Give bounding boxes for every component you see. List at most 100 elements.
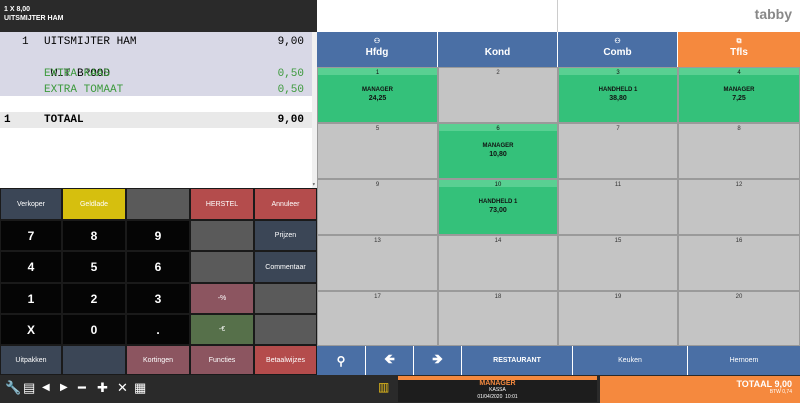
- receipt-scrollbar[interactable]: [312, 32, 317, 188]
- digit-4-key[interactable]: 4: [0, 251, 62, 283]
- betaalwijzes-button[interactable]: Betaalwijzes: [254, 345, 317, 375]
- people-icon: ⚇: [373, 38, 381, 45]
- receipt-panel[interactable]: 1 UITSMIJTER HAM 9,00 WIT BROOD EXTRA KA…: [0, 32, 317, 188]
- table-4[interactable]: 4 MANAGER 7,25: [678, 67, 800, 123]
- digit-7-key[interactable]: 7: [0, 220, 62, 251]
- next-button[interactable]: 🡺: [414, 346, 462, 375]
- tab-hfdg[interactable]: ⚇ Hfdg: [317, 32, 438, 67]
- table-6[interactable]: 6 MANAGER 10,80: [438, 123, 558, 179]
- line-text: EXTRA KAAS: [44, 68, 111, 80]
- empty-key: [254, 314, 317, 345]
- digit-1-key[interactable]: 1: [0, 283, 62, 314]
- people-icon: ⚇: [614, 38, 621, 45]
- digit-2-key[interactable]: 2: [62, 283, 126, 314]
- plus-icon[interactable]: ✚: [97, 380, 108, 395]
- line-qty: 1: [22, 36, 29, 48]
- table-9[interactable]: 9: [317, 179, 438, 235]
- table-20[interactable]: 20: [678, 291, 800, 346]
- table-18[interactable]: 18: [438, 291, 558, 346]
- previous-button[interactable]: 🡸: [366, 346, 414, 375]
- total-box[interactable]: TOTAAL 9,00 BTW 0,74: [600, 376, 800, 403]
- arrow-left-icon: 🡸: [384, 350, 395, 366]
- commentaar-button[interactable]: Commentaar: [254, 251, 317, 283]
- table-11[interactable]: 11: [558, 179, 678, 235]
- table-15[interactable]: 15: [558, 235, 678, 291]
- table-12[interactable]: 12: [678, 179, 800, 235]
- table-2[interactable]: 2: [438, 67, 558, 123]
- total-amount: TOTAAL 9,00: [736, 379, 792, 389]
- table-8[interactable]: 8: [678, 123, 800, 179]
- prijzen-button[interactable]: Prijzen: [254, 220, 317, 251]
- multiply-key[interactable]: X: [0, 314, 62, 345]
- datetime: 01/04/2020 10:01: [477, 394, 518, 400]
- table-10[interactable]: 10 HANDHELD 1 73,00: [438, 179, 558, 235]
- search-button[interactable]: ⚲: [317, 346, 366, 375]
- info-box-left: [317, 0, 558, 32]
- restaurant-button[interactable]: RESTAURANT: [462, 346, 573, 375]
- arrow-left-icon[interactable]: ◀: [42, 382, 50, 393]
- keuken-button[interactable]: Keuken: [573, 346, 688, 375]
- digit-6-key[interactable]: 6: [126, 251, 190, 283]
- digit-0-key[interactable]: 0: [62, 314, 126, 345]
- user-session-box: MANAGER KASSA 01/04/2020 10:01: [398, 376, 597, 402]
- line-text: EXTRA TOMAAT: [44, 84, 124, 96]
- digit-8-key[interactable]: 8: [62, 220, 126, 251]
- table-3[interactable]: 3 HANDHELD 1 38,80: [558, 67, 678, 123]
- register-name: KASSA: [489, 387, 506, 393]
- empty-key: [62, 345, 126, 375]
- table-17[interactable]: 17: [317, 291, 438, 346]
- receipt-line[interactable]: WIT BROOD: [0, 50, 312, 80]
- digit-9-key[interactable]: 9: [126, 220, 190, 251]
- barcode-icon[interactable]: ▥: [378, 380, 390, 394]
- line-price: 0,50: [277, 68, 304, 80]
- wrench-icon[interactable]: 🔧: [5, 380, 22, 395]
- table-19[interactable]: 19: [558, 291, 678, 346]
- total-qty: 1: [4, 114, 11, 126]
- receipt-line[interactable]: 1 UITSMIJTER HAM 9,00: [0, 34, 312, 50]
- btw-amount: BTW 0,74: [769, 389, 792, 395]
- kortingen-button[interactable]: Kortingen: [126, 345, 190, 375]
- tab-kond[interactable]: Kond: [438, 32, 558, 67]
- close-icon[interactable]: ✕: [117, 380, 128, 395]
- decimal-key[interactable]: .: [126, 314, 190, 345]
- table-16[interactable]: 16: [678, 235, 800, 291]
- line-price: 0,50: [277, 84, 304, 96]
- digit-5-key[interactable]: 5: [62, 251, 126, 283]
- minus-icon[interactable]: ━: [78, 380, 86, 395]
- line-price: 9,00: [277, 36, 304, 48]
- arrow-right-icon: 🡺: [432, 350, 443, 366]
- info-box-right: tabby: [558, 0, 800, 32]
- tab-tfls[interactable]: ⧉ Tfls: [678, 32, 800, 67]
- annuleer-button[interactable]: Annuleer: [254, 188, 317, 220]
- total-label: TOTAAL: [44, 114, 84, 126]
- empty-key: [190, 251, 254, 283]
- verkoper-button[interactable]: Verkoper: [0, 188, 62, 220]
- total-price: 9,00: [277, 114, 304, 126]
- arrow-right-icon[interactable]: ▶: [60, 382, 68, 393]
- selected-item-highlight: [0, 32, 312, 96]
- empty-key: [190, 220, 254, 251]
- receipt-total-line: 1 TOTAAL 9,00: [0, 112, 312, 128]
- empty-key: [126, 188, 190, 220]
- receipt-line[interactable]: EXTRA TOMAAT 0,50: [0, 82, 312, 98]
- calculator-icon[interactable]: ▦: [134, 380, 147, 395]
- functies-button[interactable]: Functies: [190, 345, 254, 375]
- document-icon[interactable]: ▤: [23, 380, 36, 395]
- table-5[interactable]: 5: [317, 123, 438, 179]
- table-1[interactable]: 1 MANAGER 24,25: [317, 67, 438, 123]
- tab-comb[interactable]: ⚇ Comb: [558, 32, 678, 67]
- euro-discount-button[interactable]: -€: [190, 314, 254, 345]
- herstel-button[interactable]: HERSTEL: [190, 188, 254, 220]
- hernoem-button[interactable]: Hernoem: [688, 346, 800, 375]
- line-text: WIT BROOD: [44, 68, 111, 80]
- table-13[interactable]: 13: [317, 235, 438, 291]
- receipt-line[interactable]: EXTRA KAAS 0,50: [0, 66, 312, 82]
- geldlade-button[interactable]: Geldlade: [62, 188, 126, 220]
- table-14[interactable]: 14: [438, 235, 558, 291]
- empty-key: [254, 283, 317, 314]
- uitpakken-button[interactable]: Uitpakken: [0, 345, 62, 375]
- digit-3-key[interactable]: 3: [126, 283, 190, 314]
- percent-discount-button[interactable]: -%: [190, 283, 254, 314]
- line-text: UITSMIJTER HAM: [44, 36, 137, 48]
- table-7[interactable]: 7: [558, 123, 678, 179]
